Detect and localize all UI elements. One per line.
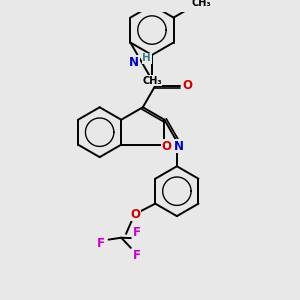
Text: H: H xyxy=(142,53,151,63)
Text: CH₃: CH₃ xyxy=(142,76,162,86)
Text: N: N xyxy=(129,56,139,69)
Text: F: F xyxy=(133,249,141,262)
Text: F: F xyxy=(97,237,105,250)
Text: O: O xyxy=(182,79,192,92)
Text: O: O xyxy=(161,140,171,153)
Text: O: O xyxy=(130,208,141,221)
Text: F: F xyxy=(133,226,141,239)
Text: N: N xyxy=(174,140,184,153)
Text: CH₃: CH₃ xyxy=(191,0,211,8)
